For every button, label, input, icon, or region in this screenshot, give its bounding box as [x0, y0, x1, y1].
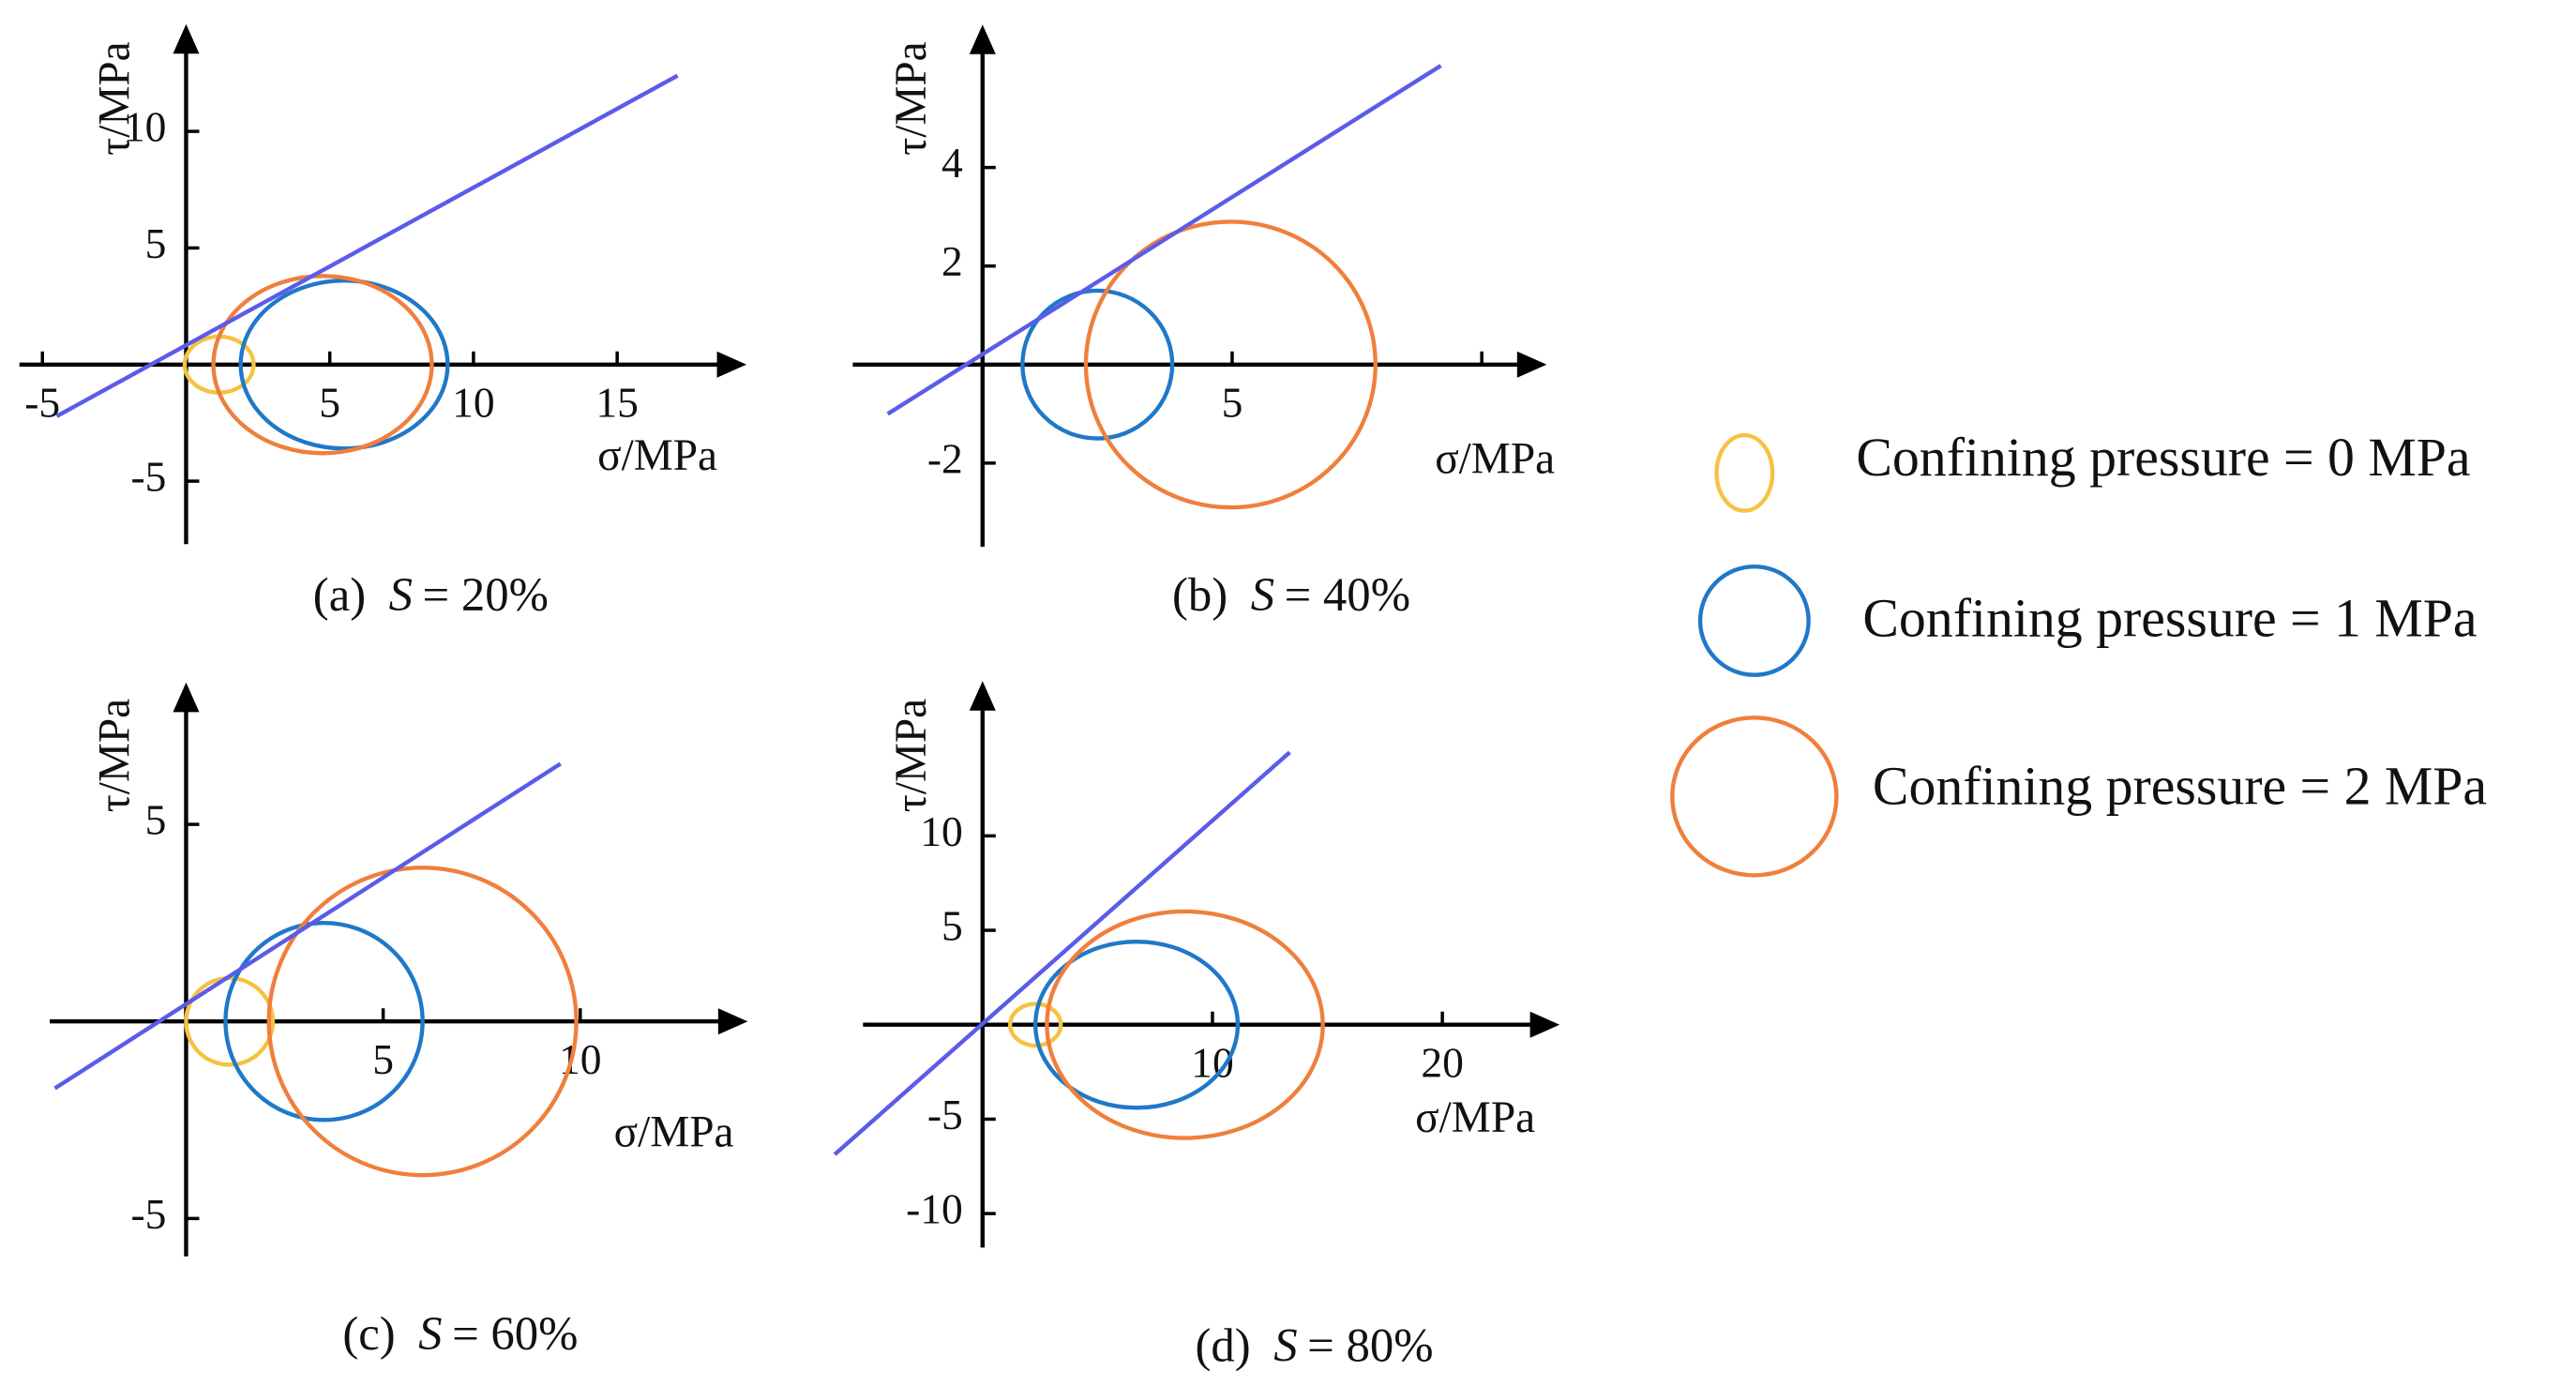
mohr-circle [1032, 939, 1241, 1110]
legend-swatch [1670, 716, 1839, 878]
y-tick-label: 2 [942, 237, 963, 285]
x-tick-label: 10 [452, 379, 495, 427]
caption: (d) S = 80% [1196, 1318, 1434, 1371]
failure-envelope [886, 64, 1442, 416]
caption: (b) S = 40% [1172, 568, 1410, 621]
legend-label: Confining pressure = 0 MPa [1856, 429, 2470, 488]
y-axis-label: τ/MPa [91, 41, 140, 155]
caption-variable: S [389, 568, 413, 621]
y-tick-label: 4 [942, 139, 963, 187]
y-tick-label: -5 [927, 1091, 963, 1138]
legend-swatch [1697, 564, 1811, 677]
caption-variable: S [1251, 568, 1274, 621]
caption-value: = 80% [1307, 1318, 1433, 1371]
y-tick-label: 10 [920, 807, 963, 855]
mohr-circle [266, 866, 579, 1178]
mohr-circle [1008, 1002, 1063, 1048]
y-tick-label: -5 [131, 453, 167, 501]
x-axis-label: σ/MPa [614, 1108, 734, 1157]
x-axis-arrow [1529, 1011, 1560, 1038]
caption-variable: S [1273, 1318, 1297, 1371]
mohr-circle [1020, 288, 1175, 441]
failure-envelope [833, 750, 1291, 1156]
x-axis-label: σ/MPa [597, 431, 717, 480]
caption-value: = 20% [423, 568, 549, 621]
y-tick-label: 5 [145, 219, 167, 267]
x-tick-label: -5 [24, 379, 60, 427]
x-axis-label: σ/MPa [1415, 1093, 1535, 1142]
failure-envelope [53, 761, 562, 1091]
y-axis-label: τ/MPa [887, 41, 936, 155]
x-axis-arrow [717, 1008, 748, 1035]
legend-label: Confining pressure = 2 MPa [1873, 757, 2487, 816]
caption: (a) S = 20% [313, 568, 549, 621]
y-tick-label: 5 [942, 901, 963, 949]
x-tick-label: 5 [319, 379, 340, 427]
y-tick-label: -10 [906, 1185, 963, 1233]
failure-envelope [55, 73, 679, 418]
mohr-circle [223, 920, 425, 1122]
caption-label: (a) [313, 568, 366, 621]
mohr-circle [238, 279, 450, 451]
caption-label: (b) [1172, 568, 1228, 621]
y-axis-arrow [173, 682, 200, 713]
y-tick-label: -5 [131, 1190, 167, 1238]
caption-variable: S [418, 1307, 442, 1360]
y-tick-label: -2 [927, 434, 963, 482]
x-tick-label: 5 [372, 1035, 394, 1083]
x-tick-label: 20 [1421, 1039, 1464, 1087]
y-axis-arrow [969, 681, 996, 711]
legend-label: Confining pressure = 1 MPa [1862, 590, 2477, 649]
caption-value: = 60% [452, 1307, 578, 1360]
y-tick-label: 10 [124, 103, 167, 151]
x-axis-arrow [1516, 351, 1547, 378]
y-tick-label: 5 [145, 796, 167, 844]
y-axis-arrow [969, 24, 996, 54]
legend-swatch [1714, 432, 1775, 513]
caption-value: = 40% [1285, 568, 1410, 621]
caption-label: (d) [1196, 1318, 1251, 1371]
mohr-circle [211, 274, 434, 456]
x-axis-label: σ/MPa [1435, 435, 1555, 484]
y-axis-arrow [173, 23, 200, 54]
x-tick-label: 15 [595, 379, 639, 427]
caption-label: (c) [342, 1307, 395, 1360]
mohr-circle [1083, 219, 1378, 510]
mohr-circle [1045, 909, 1325, 1140]
caption: (c) S = 60% [342, 1307, 578, 1360]
x-tick-label: 5 [1222, 379, 1243, 427]
y-axis-label: τ/MPa [91, 699, 140, 812]
x-axis-arrow [716, 351, 747, 378]
y-axis-label: τ/MPa [887, 699, 936, 812]
